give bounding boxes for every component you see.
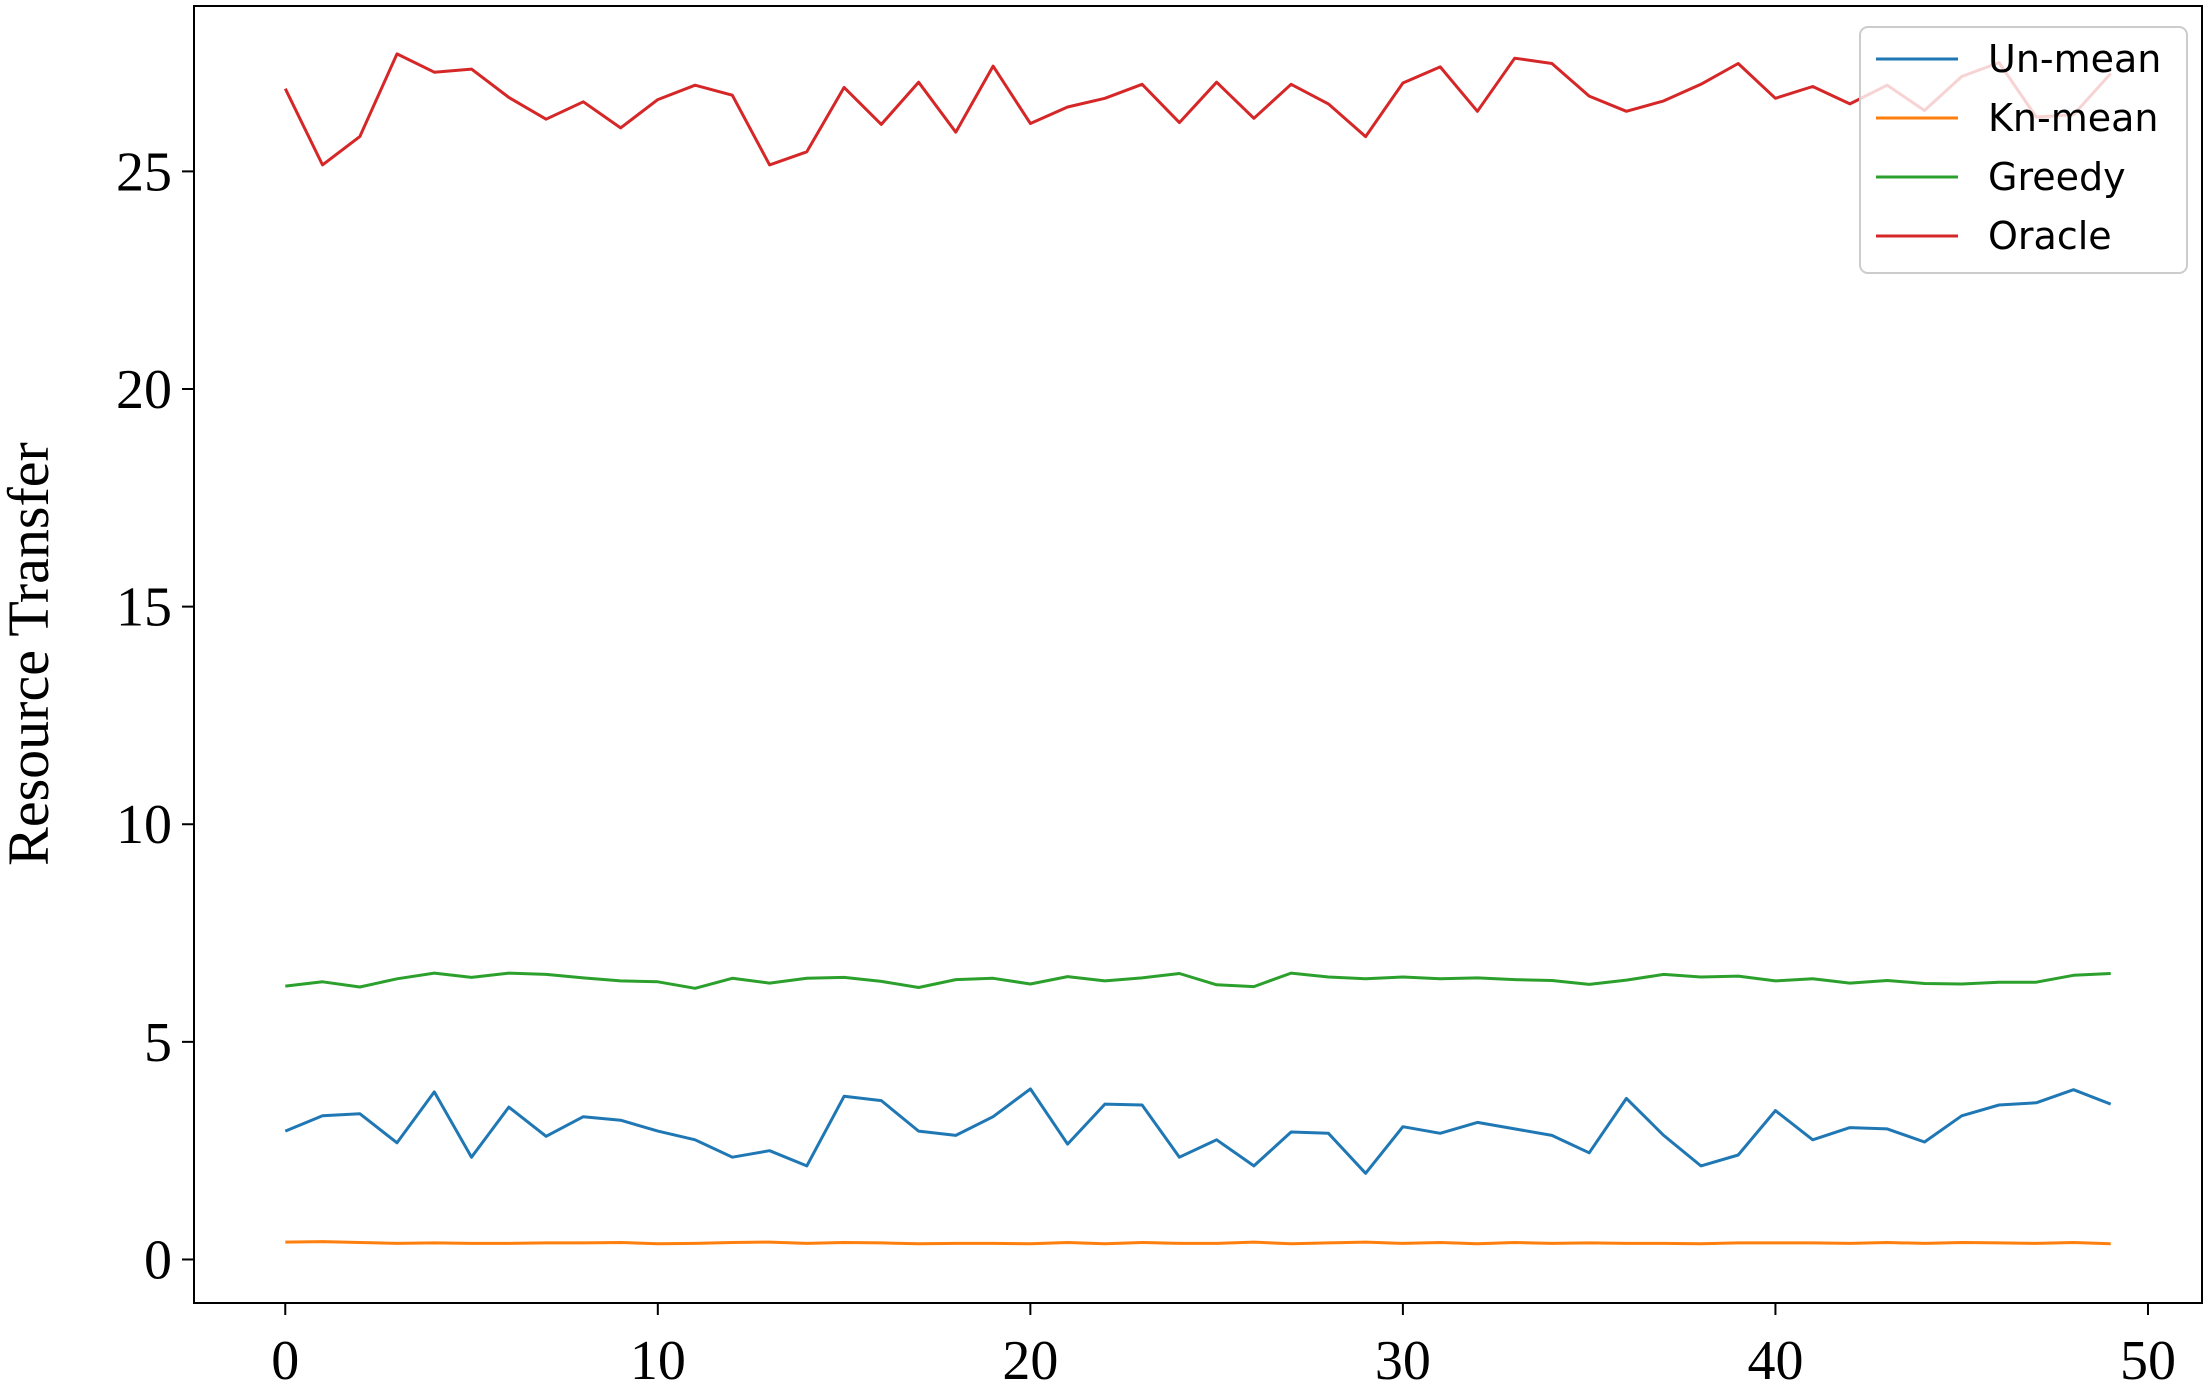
x-tick-label: 50 (2120, 1330, 2176, 1387)
legend-box (1859, 26, 2188, 274)
legend-label-un-mean: Un-mean (1988, 37, 2161, 81)
x-tick-label: 20 (1002, 1330, 1058, 1387)
y-tick-label: 10 (116, 794, 172, 856)
y-axis-title: Resource Transfer (0, 442, 61, 866)
legend-label-kn-mean: Kn-mean (1988, 96, 2158, 140)
x-tick-label: 0 (271, 1330, 299, 1387)
y-tick-label: 5 (144, 1012, 172, 1074)
series-line-oracle (283, 52, 2112, 167)
x-tick-label: 40 (1747, 1330, 1803, 1387)
x-tick-label: 10 (630, 1330, 686, 1387)
series-line-kn-mean (285, 1240, 2111, 1246)
y-tick-label: 15 (116, 577, 172, 639)
x-tick-label: 30 (1375, 1330, 1431, 1387)
y-axis: 0 5 10 15 20 25 (116, 141, 194, 1291)
legend: Un-mean Kn-mean Greedy Oracle (1859, 26, 2188, 274)
plot-frame (193, 5, 2203, 1304)
y-tick-label: 25 (116, 141, 172, 203)
series-layer (283, 52, 2112, 1246)
y-tick-label: 0 (144, 1229, 172, 1291)
legend-label-oracle: Oracle (1988, 214, 2112, 258)
series-line-un-mean (284, 1087, 2112, 1175)
x-axis: 0 10 20 30 40 50 (271, 1303, 2176, 1387)
legend-label-greedy: Greedy (1988, 155, 2126, 199)
y-tick-label: 20 (116, 359, 172, 421)
series-line-greedy (285, 971, 2111, 990)
